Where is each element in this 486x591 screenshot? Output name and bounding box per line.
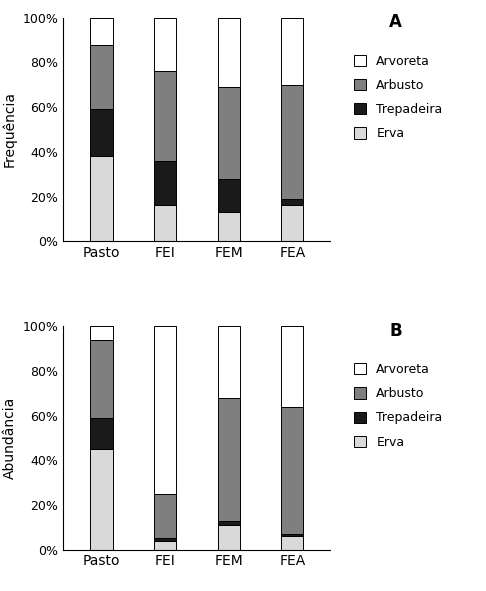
- Bar: [281, 534, 303, 536]
- Bar: [281, 407, 303, 534]
- Bar: [90, 340, 112, 418]
- Bar: [281, 326, 303, 407]
- Bar: [90, 449, 112, 550]
- Bar: [218, 87, 240, 178]
- Bar: [218, 178, 240, 212]
- Bar: [90, 109, 112, 156]
- Bar: [218, 212, 240, 241]
- Bar: [281, 536, 303, 550]
- Bar: [281, 18, 303, 85]
- Bar: [154, 161, 176, 206]
- Text: A: A: [389, 13, 402, 31]
- Bar: [90, 44, 112, 109]
- Bar: [154, 72, 176, 161]
- Bar: [281, 85, 303, 199]
- Bar: [218, 18, 240, 87]
- Bar: [90, 156, 112, 241]
- Bar: [90, 418, 112, 449]
- Bar: [154, 541, 176, 550]
- Bar: [218, 521, 240, 525]
- Bar: [154, 18, 176, 72]
- Y-axis label: Frequência: Frequência: [2, 92, 17, 167]
- Bar: [218, 398, 240, 521]
- Bar: [218, 525, 240, 550]
- Bar: [154, 538, 176, 541]
- Bar: [154, 326, 176, 493]
- Bar: [90, 326, 112, 340]
- Bar: [154, 206, 176, 241]
- Y-axis label: Abundância: Abundância: [3, 397, 17, 479]
- Bar: [281, 199, 303, 206]
- Legend: Arvoreta, Arbusto, Trepadeira, Erva: Arvoreta, Arbusto, Trepadeira, Erva: [350, 51, 446, 144]
- Bar: [281, 206, 303, 241]
- Bar: [90, 18, 112, 44]
- Bar: [218, 326, 240, 398]
- Bar: [154, 493, 176, 538]
- Legend: Arvoreta, Arbusto, Trepadeira, Erva: Arvoreta, Arbusto, Trepadeira, Erva: [350, 359, 446, 453]
- Text: B: B: [389, 322, 402, 340]
